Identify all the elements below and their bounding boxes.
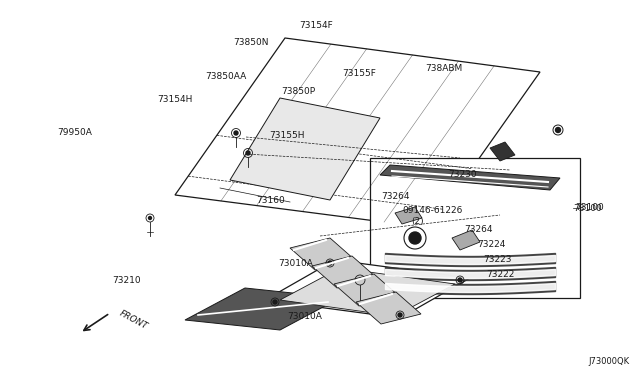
- Polygon shape: [175, 38, 540, 228]
- Polygon shape: [380, 165, 560, 190]
- Polygon shape: [356, 292, 421, 324]
- Polygon shape: [312, 256, 377, 288]
- Polygon shape: [280, 268, 455, 316]
- Text: 79950A: 79950A: [58, 128, 92, 137]
- Polygon shape: [452, 230, 480, 250]
- Text: 73210: 73210: [112, 276, 141, 285]
- Circle shape: [234, 131, 238, 135]
- Text: J73000QK: J73000QK: [589, 357, 630, 366]
- Circle shape: [556, 128, 561, 132]
- Text: 73264: 73264: [381, 192, 410, 201]
- Text: FRONT: FRONT: [118, 309, 149, 331]
- Circle shape: [273, 300, 277, 304]
- Text: 73154H: 73154H: [157, 95, 192, 104]
- Text: (2): (2): [411, 217, 424, 226]
- Text: 73230: 73230: [448, 170, 477, 179]
- Polygon shape: [334, 274, 399, 306]
- Text: 73223: 73223: [483, 255, 512, 264]
- Text: 73155H: 73155H: [269, 131, 304, 140]
- Circle shape: [398, 313, 402, 317]
- Text: 73160: 73160: [256, 196, 285, 205]
- Text: 73010A: 73010A: [278, 259, 313, 268]
- Text: 73222: 73222: [486, 270, 515, 279]
- Polygon shape: [370, 158, 580, 298]
- Text: 09146-61226: 09146-61226: [402, 206, 462, 215]
- Polygon shape: [265, 260, 470, 318]
- Text: 73850AA: 73850AA: [205, 72, 246, 81]
- Text: 738ABM: 738ABM: [426, 64, 463, 73]
- Text: 73850P: 73850P: [282, 87, 316, 96]
- Circle shape: [246, 151, 250, 155]
- Text: 73850N: 73850N: [234, 38, 269, 47]
- Polygon shape: [290, 238, 355, 270]
- Text: 73010A: 73010A: [287, 312, 321, 321]
- Circle shape: [328, 261, 332, 265]
- Text: 73100: 73100: [575, 203, 604, 212]
- Polygon shape: [185, 288, 340, 330]
- Text: 73100: 73100: [573, 204, 602, 213]
- Text: 73155F: 73155F: [342, 69, 376, 78]
- Circle shape: [148, 217, 152, 219]
- Circle shape: [458, 278, 462, 282]
- Text: 73224: 73224: [477, 240, 505, 249]
- Polygon shape: [230, 98, 380, 200]
- Polygon shape: [490, 142, 515, 161]
- Text: 73264: 73264: [465, 225, 493, 234]
- Polygon shape: [395, 207, 422, 224]
- Text: 73154F: 73154F: [300, 21, 333, 30]
- Circle shape: [409, 232, 421, 244]
